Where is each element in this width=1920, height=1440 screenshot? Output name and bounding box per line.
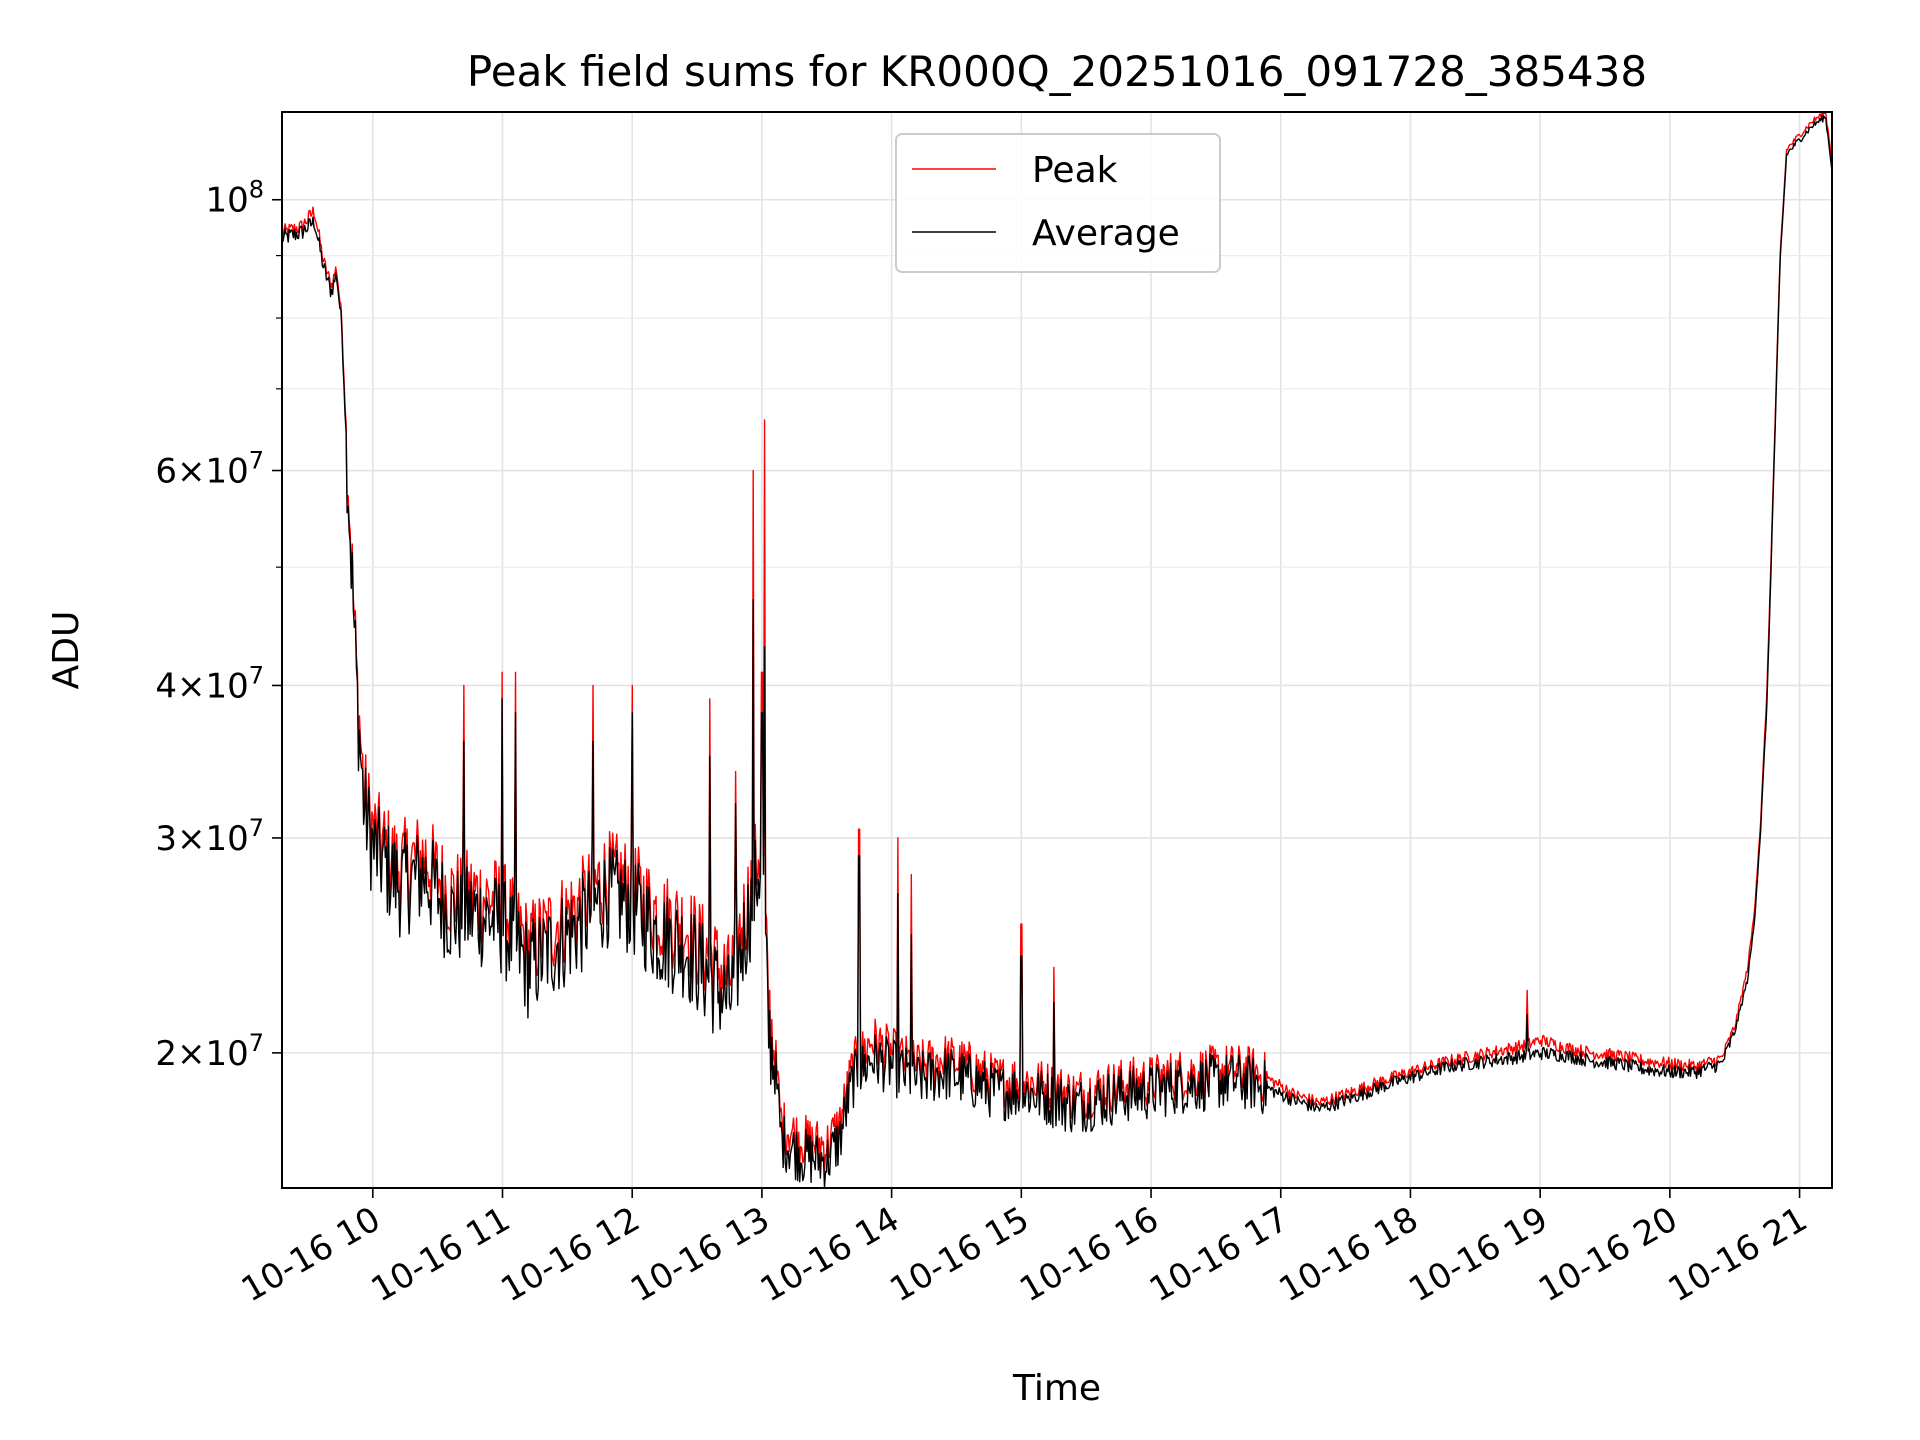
chart-title: Peak field sums for KR000Q_20251016_0917… — [467, 47, 1647, 96]
y-tick-mantissa: 3 — [155, 819, 177, 859]
y-tick-exponent: 7 — [249, 447, 264, 475]
y-tick-base: 10 — [205, 181, 248, 221]
y-axis-label: ADU — [46, 611, 87, 690]
legend-label-average: Average — [1032, 213, 1180, 254]
series-line-peak — [281, 111, 1833, 1172]
grid — [282, 112, 1832, 1188]
y-tick-mantissa: 2 — [155, 1034, 177, 1074]
y-tick-exponent: 7 — [249, 1029, 264, 1057]
legend: Peak Average — [895, 133, 1221, 273]
y-tick-times: × — [177, 452, 206, 492]
y-tick-label: 4×107 — [155, 661, 264, 706]
y-tick-base: 10 — [205, 666, 248, 706]
y-tick-label: 6×107 — [155, 447, 264, 492]
y-tick-base: 10 — [205, 1034, 248, 1074]
y-tick-mantissa: 6 — [155, 452, 177, 492]
y-tick-label: 3×107 — [155, 814, 264, 859]
y-tick-label: 108 — [205, 176, 264, 221]
y-tick-exponent: 8 — [249, 176, 264, 204]
y-tick-label: 2×107 — [155, 1029, 264, 1074]
y-tick-times: × — [177, 1034, 206, 1074]
y-tick-exponent: 7 — [249, 661, 264, 689]
series-lines — [281, 111, 1833, 1189]
legend-label-peak: Peak — [1032, 150, 1118, 191]
y-tick-times: × — [177, 819, 206, 859]
y-tick-exponent: 7 — [249, 814, 264, 842]
y-tick-mantissa: 4 — [155, 666, 177, 706]
y-tick-base: 10 — [205, 452, 248, 492]
plot-area-frame — [281, 111, 1833, 1189]
y-tick-base: 10 — [205, 819, 248, 859]
x-axis-label: Time — [1012, 1368, 1101, 1409]
series-line-average — [281, 115, 1833, 1189]
y-tick-times: × — [177, 666, 206, 706]
